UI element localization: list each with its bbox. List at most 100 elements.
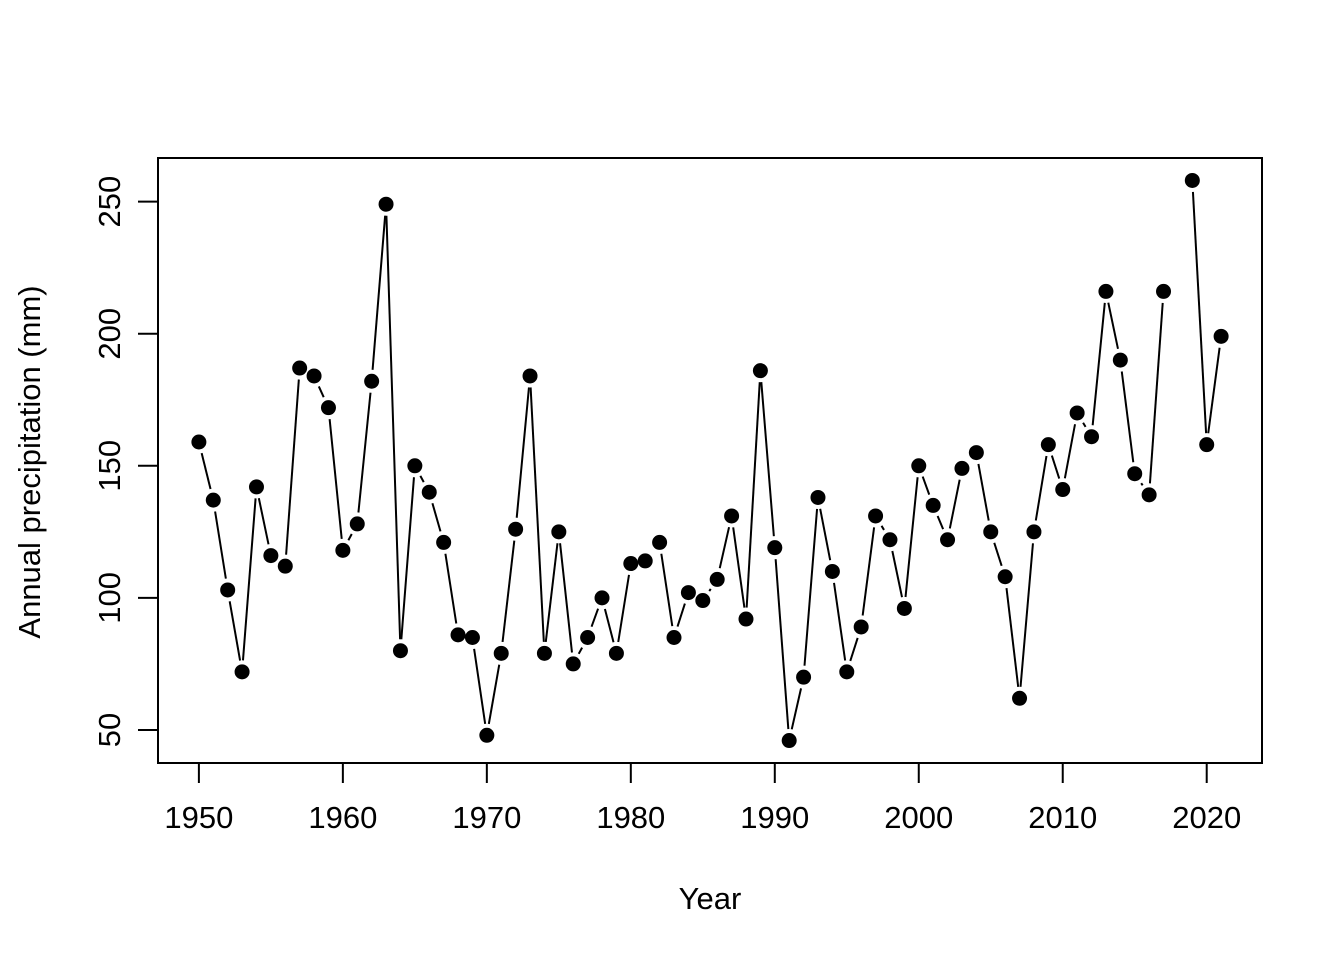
plot-border: [157, 157, 1263, 764]
series-line-segment: [774, 559, 790, 730]
y-tick-label: 200: [92, 308, 127, 360]
series-line-segment: [1140, 482, 1144, 486]
series-line-segment: [676, 603, 686, 627]
data-point-2001: [925, 497, 941, 513]
data-point-1986: [709, 571, 725, 587]
series-line-segment: [1107, 302, 1119, 350]
x-axis-title: Year: [678, 881, 742, 916]
series-line-segment: [1207, 347, 1221, 434]
data-point-1995: [839, 664, 855, 680]
data-point-2009: [1040, 437, 1056, 453]
series-line-segment: [257, 497, 270, 545]
data-point-1992: [796, 669, 812, 685]
data-point-2007: [1012, 690, 1028, 706]
data-point-1983: [666, 630, 682, 646]
data-point-1964: [392, 643, 408, 659]
y-tick-label: 150: [92, 440, 127, 492]
series-line-segment: [993, 542, 1003, 567]
series-line-segment: [849, 637, 859, 662]
x-tick-label: 1960: [308, 800, 377, 835]
y-tick-label: 50: [92, 713, 127, 747]
series-line-segment: [590, 608, 600, 628]
series-line-segment: [891, 550, 903, 598]
data-point-1963: [378, 196, 394, 212]
series-line-segment: [200, 452, 212, 490]
series-line-segment: [515, 387, 530, 518]
y-tick-label: 100: [92, 572, 127, 624]
data-point-1997: [868, 508, 884, 524]
series-line-segment: [1034, 455, 1048, 521]
series-line-segment: [400, 477, 415, 640]
y-tick-label: 250: [92, 176, 127, 228]
data-point-1957: [292, 360, 308, 376]
data-point-2000: [911, 458, 927, 474]
x-tick-label: 2000: [884, 800, 953, 835]
data-point-1973: [522, 368, 538, 384]
series-line-segment: [357, 392, 372, 513]
series-line-segment: [371, 215, 387, 370]
series-line-segment: [228, 601, 242, 661]
y-axis-title: Annual precipitation (mm): [12, 285, 47, 639]
series-line-segment: [977, 463, 990, 521]
data-point-2013: [1098, 283, 1114, 299]
data-point-1979: [608, 645, 624, 661]
series-line-segment: [1063, 424, 1076, 479]
series-line-segment: [904, 477, 919, 598]
series-line-segment: [214, 511, 227, 579]
data-point-1985: [695, 593, 711, 609]
data-point-1977: [580, 630, 596, 646]
data-point-1950: [191, 434, 207, 450]
data-point-1994: [824, 563, 840, 579]
series-line-segment: [1120, 371, 1135, 463]
data-point-1961: [349, 516, 365, 532]
data-point-1966: [421, 484, 437, 500]
x-tick-label: 2010: [1028, 800, 1097, 835]
data-point-1955: [263, 548, 279, 564]
data-point-2014: [1112, 352, 1128, 368]
series-line-segment: [603, 608, 615, 643]
data-point-2021: [1213, 328, 1229, 344]
data-point-1987: [724, 508, 740, 524]
series-line-segment: [487, 664, 501, 725]
series-line-segment: [819, 508, 832, 561]
data-point-2004: [968, 445, 984, 461]
series-line-segment: [285, 379, 300, 555]
data-point-1970: [479, 727, 495, 743]
data-point-2006: [997, 569, 1013, 585]
data-point-2019: [1184, 172, 1200, 188]
series-line-segment: [790, 688, 803, 730]
series-line-segment: [544, 543, 559, 643]
x-tick-label: 1980: [596, 800, 665, 835]
series-line-segment: [328, 419, 343, 539]
data-point-1984: [680, 585, 696, 601]
series-line-segment: [708, 588, 712, 592]
data-point-1989: [752, 363, 768, 379]
series-line-segment: [921, 476, 931, 495]
data-point-1956: [277, 558, 293, 574]
series-line-segment: [444, 553, 458, 624]
series-line-segment: [1148, 302, 1164, 484]
series-line-segment: [347, 533, 353, 541]
x-tick-label: 2020: [1172, 800, 1241, 835]
series-line-segment: [577, 647, 583, 655]
data-point-1962: [364, 373, 380, 389]
series-line-segment: [718, 526, 731, 569]
data-point-1971: [493, 645, 509, 661]
data-point-1999: [896, 600, 912, 616]
series-line-segment: [473, 648, 487, 725]
series-line-segment: [431, 502, 442, 532]
data-point-1975: [551, 524, 567, 540]
data-point-1953: [234, 664, 250, 680]
data-point-1968: [450, 627, 466, 643]
data-point-2010: [1055, 482, 1071, 498]
series-line-segment: [419, 475, 425, 483]
data-point-1951: [205, 492, 221, 508]
series-line-segment: [745, 382, 761, 608]
data-point-2012: [1084, 429, 1100, 445]
data-point-1990: [767, 540, 783, 556]
data-point-2015: [1127, 466, 1143, 482]
series-line-segment: [833, 582, 847, 661]
data-point-2002: [940, 532, 956, 548]
data-point-1969: [464, 630, 480, 646]
